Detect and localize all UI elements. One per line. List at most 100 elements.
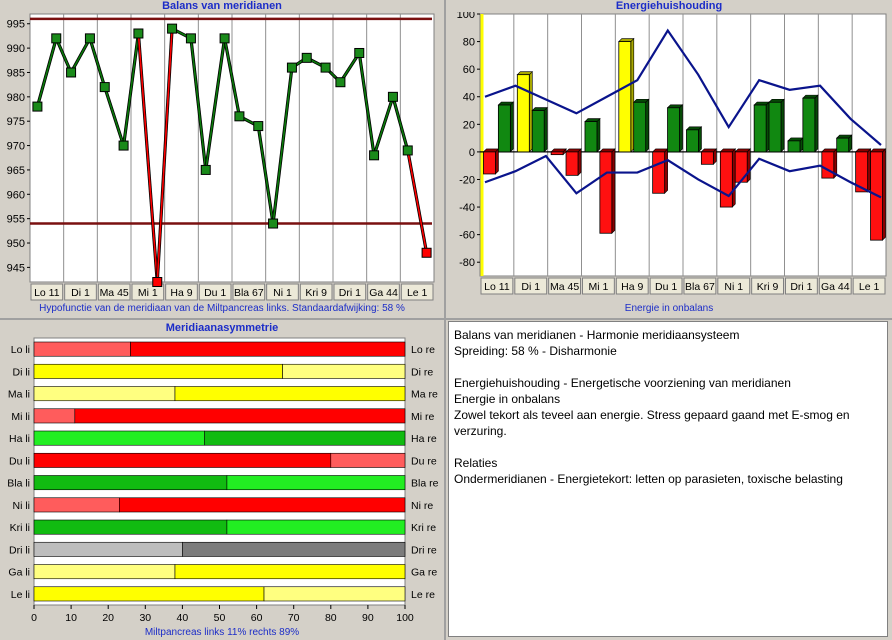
data-point <box>286 62 297 73</box>
data-point <box>301 52 312 63</box>
data-point <box>219 33 230 44</box>
energy-bar <box>516 74 530 153</box>
x-tick-label: 0 <box>31 612 37 624</box>
bar-side <box>543 106 548 153</box>
asym-bar-right <box>182 541 406 557</box>
series-segment <box>204 38 226 171</box>
series-segment <box>70 37 91 73</box>
x-tick-label: Ga 44 <box>369 287 398 299</box>
bar-top <box>821 148 838 153</box>
x-tick-label: 90 <box>362 612 374 624</box>
balance-chart: 945 950 955 960 965 970 975 980 985 990 995 Lo 11 Di… <box>7 13 435 301</box>
y-tick-label: 970 <box>7 141 25 153</box>
energy-title: Energiehuishouding <box>615 0 723 12</box>
divider-vertical[interactable] <box>444 0 446 640</box>
x-tick-label: Bla 67 <box>685 281 715 293</box>
row-label-right: Kri re <box>411 522 436 534</box>
row-label-left: Dri li <box>9 544 30 556</box>
divider-horizontal[interactable] <box>0 318 892 320</box>
x-tick-label: 50 <box>214 612 226 624</box>
row-label-left: Bla li <box>7 478 30 490</box>
bar-top <box>565 148 582 153</box>
category-box <box>649 277 683 295</box>
bar-top <box>497 101 515 106</box>
data-point <box>118 140 129 151</box>
y-tick-label: 980 <box>7 92 25 104</box>
energy-bar <box>550 151 564 156</box>
data-point <box>402 145 413 156</box>
asym-bar-left <box>33 386 176 402</box>
interpretation-text-panel[interactable]: Balans van meridianen - Harmonie meridia… <box>448 321 888 637</box>
x-tick-label: Ma 45 <box>550 281 579 293</box>
x-tick-label: 100 <box>396 612 414 624</box>
asym-bar-left <box>33 363 283 379</box>
category-box <box>131 283 165 301</box>
energy-panel: Energiehuishouding 100 80 60 40 20 0 -20 -40 -60… <box>446 0 892 318</box>
x-tick-label: Ga 44 <box>821 281 850 293</box>
series-segment <box>122 33 140 146</box>
series-segment <box>223 38 241 117</box>
y-tick-label: 960 <box>7 189 25 201</box>
asymmetry-chart: Lo li Lo re Di li Di re Ma li Ma re Mi li Mi re… <box>7 337 439 624</box>
asym-bar-left <box>33 564 176 580</box>
data-point <box>200 164 211 175</box>
row-label-left: Ga li <box>8 567 30 579</box>
energy-bar <box>700 151 714 165</box>
bar-top <box>802 94 819 99</box>
x-tick-label: Ni 1 <box>724 281 743 293</box>
y-tick-label: 0 <box>469 147 475 159</box>
asymmetry-panel: Meridiaanasymmetrie Lo li Lo re Di li Di re… <box>0 320 444 640</box>
bar-side <box>664 148 668 194</box>
energy-bar <box>734 151 748 183</box>
data-point <box>421 247 432 258</box>
asym-bar-left <box>33 452 332 468</box>
x-tick-label: Lo 11 <box>484 281 510 293</box>
x-tick-label: Le 1 <box>859 281 880 293</box>
asym-bar-right <box>130 341 406 357</box>
lower-curve <box>484 154 882 199</box>
text-line: Balans van meridianen - Harmonie meridia… <box>454 328 740 342</box>
bar-top <box>700 148 718 153</box>
row-label-right: Le re <box>411 589 435 601</box>
energy-bar <box>753 104 767 153</box>
data-point <box>369 150 380 161</box>
x-tick-label: 10 <box>65 612 77 624</box>
bar-top <box>584 118 601 122</box>
category-box <box>514 277 548 295</box>
category-box <box>266 283 299 301</box>
x-tick-label: Le 1 <box>407 287 428 299</box>
category-box <box>30 283 64 301</box>
row-label-left: Lo li <box>11 344 30 356</box>
text-line: Zowel tekort als teveel aan energie. Str… <box>454 408 850 422</box>
data-point <box>185 33 196 44</box>
asym-bar-left <box>33 341 131 357</box>
x-tick-label: 30 <box>139 612 151 624</box>
energy-bar <box>667 107 680 153</box>
text-line <box>454 359 882 375</box>
y-tick-label: 975 <box>7 116 25 128</box>
data-point <box>167 23 178 34</box>
bar-top <box>869 148 887 153</box>
category-box <box>751 277 784 295</box>
upper-curve <box>484 28 882 146</box>
bar-top <box>719 148 737 153</box>
asym-bar-right <box>74 408 406 424</box>
bar-top <box>618 38 635 42</box>
x-tick-label: Di 1 <box>521 281 540 293</box>
asym-bar-left <box>33 430 205 446</box>
bar-top <box>666 104 684 109</box>
row-label-left: Le li <box>11 589 30 601</box>
x-tick-label: Mi 1 <box>138 287 158 299</box>
y-tick-label: 950 <box>7 238 25 250</box>
energy-bar <box>719 151 733 208</box>
bar-top <box>685 126 703 131</box>
bar-top <box>835 134 853 139</box>
bar-side <box>814 94 819 153</box>
bar-top <box>854 148 872 153</box>
row-label-right: Mi re <box>411 411 434 423</box>
category-box <box>64 283 97 301</box>
text-line: Energie in onbalans <box>454 392 561 406</box>
energy-bar <box>855 151 869 193</box>
bar-top <box>550 148 567 153</box>
asymmetry-title: Meridiaanasymmetrie <box>165 322 279 334</box>
